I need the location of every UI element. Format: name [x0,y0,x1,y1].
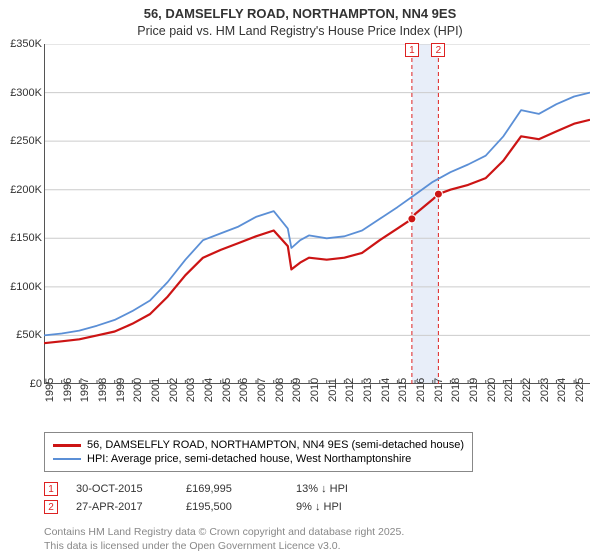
x-tick-label: 2005 [221,378,233,402]
footnote-delta: 9% ↓ HPI [296,501,406,513]
y-tick-label: £300K [10,87,42,99]
x-tick-label: 2023 [539,378,551,402]
y-tick-label: £0 [30,378,42,390]
x-tick-label: 2022 [521,378,533,402]
x-tick-label: 1999 [115,378,127,402]
x-tick-label: 1996 [62,378,74,402]
footnote-date: 30-OCT-2015 [76,483,186,495]
x-tick-label: 2009 [291,378,303,402]
attribution-text: Contains HM Land Registry data © Crown c… [44,526,404,553]
x-tick-label: 2017 [433,378,445,402]
x-tick-label: 2019 [468,378,480,402]
legend-swatch [53,458,81,460]
x-tick-label: 2000 [132,378,144,402]
x-tick-label: 2004 [203,378,215,402]
y-tick-label: £200K [10,184,42,196]
x-tick-label: 2008 [274,378,286,402]
event-marker: 2 [431,43,445,57]
chart-svg [44,44,590,384]
x-tick-label: 2014 [380,378,392,402]
footnote-delta: 13% ↓ HPI [296,483,406,495]
event-marker: 1 [405,43,419,57]
x-tick-label: 2003 [185,378,197,402]
x-tick-label: 2010 [309,378,321,402]
footnote-row: 1 30-OCT-2015£169,99513% ↓ HPI [44,482,406,496]
chart-plot-area: 12 [44,44,590,384]
footnote-marker: 2 [44,500,58,514]
footnote-row: 2 27-APR-2017£195,5009% ↓ HPI [44,500,406,514]
x-tick-label: 2013 [362,378,374,402]
legend-box: 56, DAMSELFLY ROAD, NORTHAMPTON, NN4 9ES… [44,432,473,472]
chart-title-line2: Price paid vs. HM Land Registry's House … [0,23,600,38]
y-tick-label: £250K [10,135,42,147]
y-tick-label: £50K [16,329,42,341]
x-tick-label: 1997 [79,378,91,402]
x-tick-label: 1998 [97,378,109,402]
chart-title-line1: 56, DAMSELFLY ROAD, NORTHAMPTON, NN4 9ES [0,0,600,23]
x-tick-label: 2018 [450,378,462,402]
y-tick-label: £100K [10,281,42,293]
legend-swatch [53,444,81,447]
footnote-price: £195,500 [186,501,296,513]
x-axis-labels: 1995199619971998199920002001200220032004… [44,386,590,436]
y-tick-label: £150K [10,232,42,244]
footnote-date: 27-APR-2017 [76,501,186,513]
x-tick-label: 2012 [344,378,356,402]
footnote-marker: 1 [44,482,58,496]
x-tick-label: 2006 [238,378,250,402]
legend-label: HPI: Average price, semi-detached house,… [87,453,411,465]
footnote-price: £169,995 [186,483,296,495]
x-tick-label: 2025 [574,378,586,402]
legend-item: HPI: Average price, semi-detached house,… [53,453,464,465]
attribution-line1: Contains HM Land Registry data © Crown c… [44,526,404,540]
x-tick-label: 2015 [397,378,409,402]
x-tick-label: 1995 [44,378,56,402]
x-tick-label: 2001 [150,378,162,402]
attribution-line2: This data is licensed under the Open Gov… [44,540,404,554]
x-tick-label: 2016 [415,378,427,402]
x-tick-label: 2021 [503,378,515,402]
footnotes-table: 1 30-OCT-2015£169,99513% ↓ HPI 2 27-APR-201… [44,478,406,518]
y-axis-labels: £0£50K£100K£150K£200K£250K£300K£350K [0,44,44,384]
x-tick-label: 2020 [486,378,498,402]
x-tick-label: 2002 [168,378,180,402]
legend-label: 56, DAMSELFLY ROAD, NORTHAMPTON, NN4 9ES… [87,439,464,451]
x-tick-label: 2007 [256,378,268,402]
legend-item: 56, DAMSELFLY ROAD, NORTHAMPTON, NN4 9ES… [53,439,464,451]
chart-container: 56, DAMSELFLY ROAD, NORTHAMPTON, NN4 9ES… [0,0,600,560]
y-tick-label: £350K [10,38,42,50]
x-tick-label: 2011 [327,378,339,402]
x-tick-label: 2024 [556,378,568,402]
